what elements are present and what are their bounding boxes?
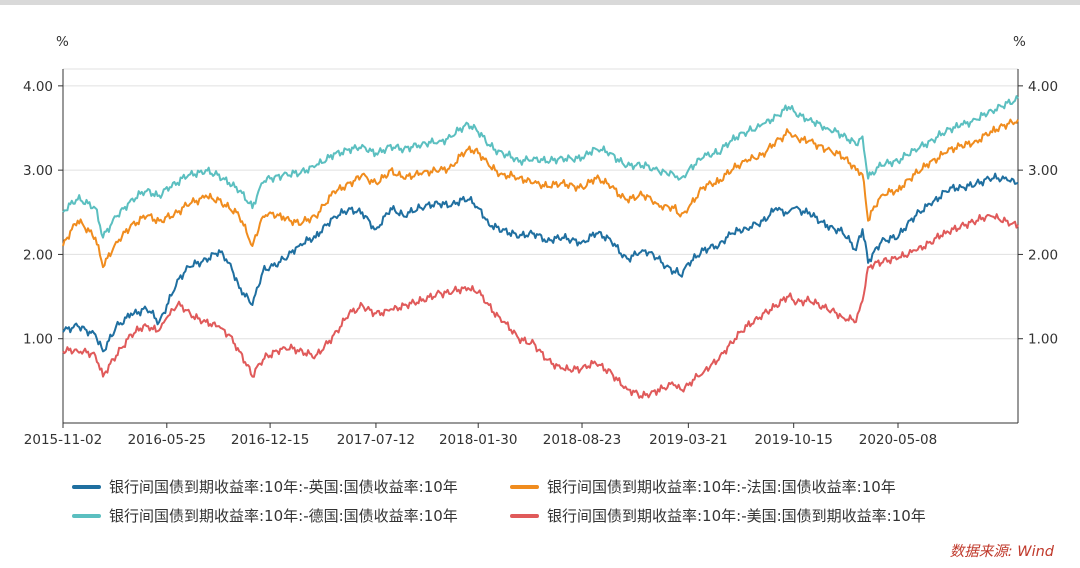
axis-layer: % %	[56, 34, 1026, 424]
x-tick-label: 2016-12-15	[231, 432, 309, 448]
legend-item-us[interactable]: 银行间国债到期收益率:10年:-美国:国债到期收益率:10年	[510, 505, 980, 526]
x-tick-label: 2020-05-08	[859, 432, 937, 448]
series-layer	[62, 95, 1019, 399]
y-tick-label-right: 4.00	[1028, 79, 1058, 95]
x-tick-label: 2015-11-02	[24, 432, 102, 448]
legend-item-uk[interactable]: 银行间国债到期收益率:10年:-英国:国债收益率:10年	[72, 476, 510, 497]
y-tick-label-left: 1.00	[23, 332, 53, 348]
grid-layer	[63, 68, 1018, 340]
x-tick-label: 2016-05-25	[128, 432, 206, 448]
legend-swatch-uk	[72, 484, 101, 489]
x-tick-label: 2018-08-23	[543, 432, 621, 448]
series-line-3	[62, 213, 1019, 399]
y-axis-right-unit: %	[1013, 34, 1026, 50]
x-tick-label: 2019-03-21	[649, 432, 727, 448]
legend-label-france: 银行间国债到期收益率:10年:-法国:国债收益率:10年	[547, 478, 896, 496]
legend-item-germany[interactable]: 银行间国债到期收益率:10年:-德国:国债收益率:10年	[72, 505, 510, 526]
legend-swatch-france	[510, 484, 539, 489]
series-line-1	[62, 118, 1019, 269]
legend-swatch-us	[510, 513, 539, 518]
legend-label-germany: 银行间国债到期收益率:10年:-德国:国债收益率:10年	[109, 507, 458, 525]
x-tick-label: 2017-07-12	[337, 432, 415, 448]
x-tick-label: 2018-01-30	[439, 432, 517, 448]
y-tick-label-right: 2.00	[1028, 247, 1058, 263]
y-axis-left-unit: %	[56, 34, 69, 50]
top-border	[0, 0, 1080, 5]
legend-label-uk: 银行间国债到期收益率:10年:-英国:国债收益率:10年	[109, 478, 458, 496]
source-note: 数据来源: Wind	[949, 544, 1054, 560]
y-tick-label-left: 2.00	[23, 247, 53, 263]
legend-swatch-germany	[72, 513, 101, 518]
series-line-0	[62, 172, 1019, 353]
legend: 银行间国债到期收益率:10年:-英国:国债收益率:10年 银行间国债到期收益率:…	[72, 476, 1012, 526]
x-tick-label: 2019-10-15	[754, 432, 832, 448]
series-line-2	[62, 95, 1019, 239]
legend-item-france[interactable]: 银行间国债到期收益率:10年:-法国:国债收益率:10年	[510, 476, 980, 497]
y-tick-label-right: 1.00	[1028, 332, 1058, 348]
tick-layer: 1.00 1.00 2.00 2.00 3.00 3.00 4.00 4.00 2015-11-…	[23, 79, 1058, 448]
y-tick-label-left: 4.00	[23, 79, 53, 95]
legend-label-us: 银行间国债到期收益率:10年:-美国:国债到期收益率:10年	[547, 507, 926, 525]
y-tick-label-right: 3.00	[1028, 163, 1058, 179]
line-chart: % % 1.00 1.00 2.00 2.00 3.00 3.00 4.00 4.00 2015…	[23, 34, 1058, 448]
y-tick-label-left: 3.00	[23, 163, 53, 179]
